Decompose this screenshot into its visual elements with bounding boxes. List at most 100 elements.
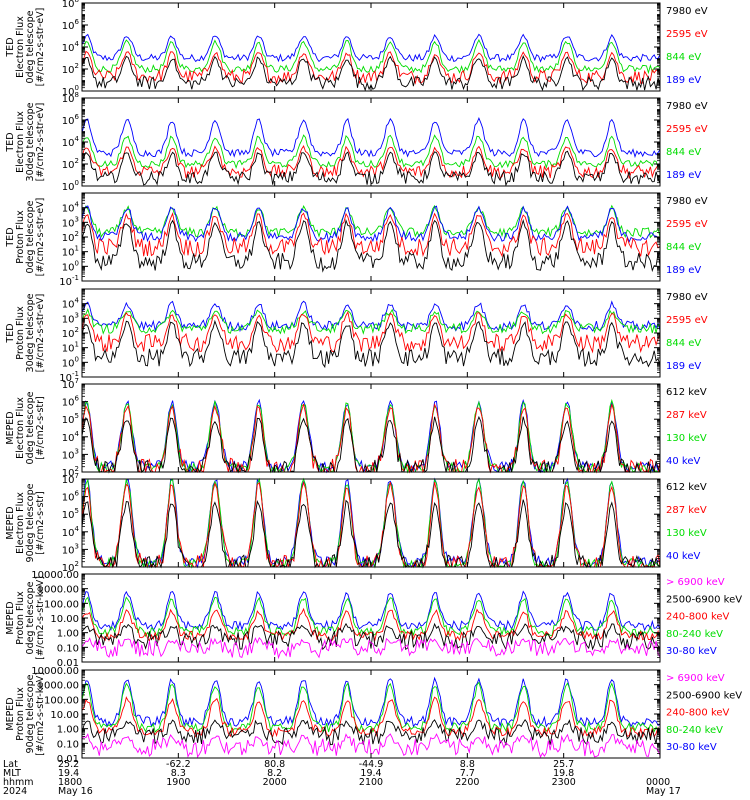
series-line-612-kev xyxy=(81,499,661,569)
time-axis-tick-label: 2100 xyxy=(359,777,383,788)
time-axis-row-label: Lat xyxy=(3,759,18,770)
y-axis-label-line: 0deg telescope xyxy=(25,581,36,654)
series-line-7980-ev xyxy=(81,218,661,273)
time-axis-tick-label: 8.3 xyxy=(171,768,186,779)
legend-entry: 287 keV xyxy=(666,410,707,421)
y-tick-label: 102 xyxy=(62,62,79,76)
legend-entry: 189 eV xyxy=(666,75,701,86)
series-line-80-240-kev xyxy=(81,596,661,638)
y-axis-label-line: MEPED xyxy=(5,601,16,634)
legend-entry: > 6900 keV xyxy=(666,577,725,588)
series-line-844-ev xyxy=(81,204,661,239)
y-axis-label-line: [#/cm2-s-str] xyxy=(35,396,46,459)
series-line-80-240-kev xyxy=(81,681,661,734)
series-line-240-800-kev xyxy=(81,607,661,642)
series-line-2595-ev xyxy=(81,310,661,354)
legend-entry: 40 keV xyxy=(666,551,700,562)
legend-entry: 240-800 keV xyxy=(666,612,730,623)
y-axis-label-line: Electron Flux xyxy=(15,111,26,173)
time-axis-tick-label: 7.7 xyxy=(460,768,475,779)
y-axis-label-line: Proton Flux xyxy=(15,306,26,360)
series-line-2595-ev xyxy=(81,50,661,85)
y-tick-label: 100 xyxy=(62,355,79,369)
series-line-189-ev xyxy=(81,205,661,244)
time-axis-tick-label: 1900 xyxy=(166,777,190,788)
legend-entry: 189 eV xyxy=(666,170,701,181)
time-axis-tick-label: -62.2 xyxy=(166,759,191,770)
y-tick-label: 106 xyxy=(62,395,80,409)
legend-entry: 844 eV xyxy=(666,52,701,63)
series-line-30-80-kev xyxy=(81,676,661,728)
y-tick-label: 102 xyxy=(62,157,79,171)
y-tick-label: 102 xyxy=(62,230,79,244)
y-axis-label-line: [#/cm2-s-str] xyxy=(35,491,46,554)
y-axis-label-line: TED xyxy=(5,132,16,152)
y-tick-label: 105 xyxy=(62,507,79,521)
y-axis-label-line: 90deg telescope xyxy=(25,674,36,753)
y-tick-label: 100 xyxy=(62,259,79,273)
y-axis-label-line: Electron Flux xyxy=(15,397,26,459)
time-axis-tick-label: 8.8 xyxy=(460,759,475,770)
y-axis-label-line: Proton Flux xyxy=(15,210,26,264)
legend-entry: 189 eV xyxy=(666,265,701,276)
y-tick-label: 10.00 xyxy=(50,710,79,721)
y-axis-label-line: Electron Flux xyxy=(15,16,26,78)
y-tick-label: 0.10 xyxy=(57,643,79,654)
panel-6: 102 103 104 105 106 107 MEPED Electron Flux 90de… xyxy=(5,472,707,574)
y-axis-label-line: 0deg telescope xyxy=(25,391,36,464)
y-tick-label: 107 xyxy=(62,377,79,391)
time-axis-tick-label: 19.4 xyxy=(360,768,381,779)
series-line--6900-kev xyxy=(81,636,661,660)
series-line-2500-6900-kev xyxy=(81,622,661,651)
y-tick-label: 103 xyxy=(62,311,79,325)
y-axis-label-line: TED xyxy=(5,227,16,247)
y-tick-label: 104 xyxy=(62,430,80,444)
y-tick-label: 0.01 xyxy=(57,658,79,669)
y-tick-label: 101 xyxy=(62,341,79,355)
y-tick-label: 103 xyxy=(62,447,79,461)
legend-entry: 2500-6900 keV xyxy=(666,594,742,605)
y-tick-label: 104 xyxy=(62,525,80,539)
y-axis-label-line: Proton Flux xyxy=(15,591,26,645)
legend-entry: 7980 eV xyxy=(666,101,708,112)
panel-2: 100 102 104 106 108 TED Electron Flux 30deg tel… xyxy=(5,91,708,193)
y-tick-label: 102 xyxy=(62,465,79,479)
legend-entry: 130 keV xyxy=(666,433,707,444)
y-axis-label-line: MEPED xyxy=(5,697,16,730)
legend-entry: 30-80 keV xyxy=(666,742,717,753)
series-line-240-800-kev xyxy=(81,696,661,739)
time-axis-tick-label: 2200 xyxy=(455,777,479,788)
time-axis-tick-label: 2300 xyxy=(552,777,576,788)
y-axis-label-line: 0deg telescope xyxy=(25,200,36,273)
series-line-130-kev xyxy=(81,398,661,474)
legend-entry: 844 eV xyxy=(666,242,701,253)
legend-entry: 40 keV xyxy=(666,456,700,467)
y-tick-label: 0.10 xyxy=(57,739,79,750)
series-line-40-kev xyxy=(81,477,661,569)
time-axis-tick-label: 25.2 xyxy=(58,759,79,770)
y-axis-label-line: MEPED xyxy=(5,506,16,539)
y-tick-label: 1.00 xyxy=(57,629,79,640)
series-line-7980-ev xyxy=(81,319,661,369)
time-axis-tick-label: May 17 xyxy=(646,786,681,797)
series-line-2500-6900-kev xyxy=(81,719,661,746)
y-axis-label-line: TED xyxy=(5,323,16,343)
series-line-844-ev xyxy=(81,38,661,75)
y-tick-label: 106 xyxy=(62,490,80,504)
legend-entry: 844 eV xyxy=(666,147,701,158)
y-axis-label-line: 0deg telescope xyxy=(25,10,36,83)
series-line-844-ev xyxy=(81,134,661,170)
legend-entry: 7980 eV xyxy=(666,6,708,17)
legend-entry: 2595 eV xyxy=(666,29,708,40)
y-axis-label-line: [#/cm2-s-str-eV] xyxy=(35,8,46,87)
legend-entry: 844 eV xyxy=(666,338,701,349)
legend-entry: 612 keV xyxy=(666,482,707,493)
y-tick-label: 0.01 xyxy=(57,754,79,765)
y-tick-label: 10-1 xyxy=(59,370,79,384)
time-axis-tick-label: 80.8 xyxy=(264,759,285,770)
